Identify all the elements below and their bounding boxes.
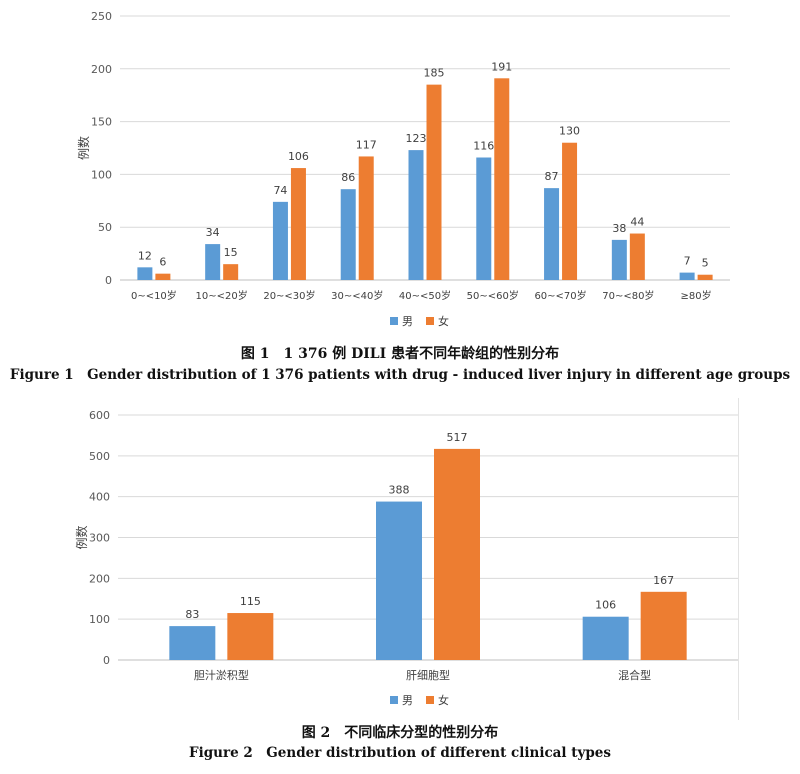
bar bbox=[562, 142, 578, 280]
x-tick-label: 30~<40岁 bbox=[331, 289, 383, 302]
figure-1-caption-cn: 图 1 1 376 例 DILI 患者不同年龄组的性别分布 bbox=[240, 346, 560, 362]
bar bbox=[227, 613, 274, 660]
x-tick-label: 40~<50岁 bbox=[399, 289, 451, 302]
data-label: 115 bbox=[240, 595, 261, 608]
legend-swatch bbox=[390, 317, 398, 325]
x-tick-label: 50~<60岁 bbox=[467, 289, 519, 302]
bar bbox=[611, 239, 627, 280]
data-label: 5 bbox=[702, 257, 709, 270]
bar bbox=[544, 188, 560, 280]
y-tick-label: 200 bbox=[91, 63, 112, 76]
y-tick-label: 250 bbox=[91, 10, 112, 23]
legend-label: 女 bbox=[438, 314, 449, 328]
y-tick-label: 600 bbox=[89, 409, 110, 422]
data-label: 167 bbox=[653, 574, 674, 587]
data-label: 106 bbox=[288, 150, 309, 163]
bar bbox=[494, 78, 510, 280]
data-label: 191 bbox=[491, 60, 512, 73]
bar bbox=[434, 448, 480, 660]
y-tick-label: 0 bbox=[105, 274, 112, 287]
x-tick-label: 10~<20岁 bbox=[196, 289, 248, 302]
x-tick-label: 胆汁淤积型 bbox=[194, 668, 249, 682]
data-label: 6 bbox=[159, 256, 166, 269]
figure-2-caption-cn: 图 2 不同临床分型的性别分布 bbox=[301, 725, 499, 741]
data-label: 123 bbox=[406, 132, 427, 145]
x-tick-label: 70~<80岁 bbox=[602, 289, 654, 302]
figure-2-border-line bbox=[738, 398, 739, 720]
data-label: 130 bbox=[559, 125, 580, 138]
y-tick-label: 300 bbox=[89, 532, 110, 545]
data-label: 117 bbox=[356, 138, 377, 151]
data-label: 517 bbox=[447, 431, 468, 444]
data-label: 87 bbox=[545, 170, 559, 183]
bar bbox=[582, 616, 629, 660]
bar bbox=[697, 274, 713, 280]
y-tick-label: 200 bbox=[89, 572, 110, 585]
age-group-bar-chart: 0 50 100 150 200 250 例数 12 6 0~<10岁 34 15 10~<20岁 74 1… bbox=[76, 10, 730, 328]
data-label: 44 bbox=[630, 216, 644, 229]
bar bbox=[223, 264, 239, 280]
data-label: 15 bbox=[224, 246, 238, 259]
bar bbox=[155, 273, 171, 280]
data-label: 7 bbox=[684, 255, 691, 268]
legend-label: 女 bbox=[438, 693, 449, 707]
data-label: 34 bbox=[206, 226, 220, 239]
data-label: 38 bbox=[612, 222, 626, 235]
legend-swatch bbox=[426, 696, 434, 704]
legend-swatch bbox=[426, 317, 434, 325]
data-label: 388 bbox=[389, 484, 410, 497]
y-tick-label: 500 bbox=[89, 450, 110, 463]
figure-1-caption-en: Figure 1 Gender distribution of 1 376 pa… bbox=[9, 367, 791, 383]
y-tick-label: 400 bbox=[89, 491, 110, 504]
bar bbox=[376, 501, 422, 660]
bar bbox=[640, 591, 687, 660]
data-label: 185 bbox=[424, 67, 445, 80]
bar bbox=[426, 84, 442, 280]
figure-2-caption-en: Figure 2 Gender distribution of differen… bbox=[189, 745, 611, 761]
data-label: 116 bbox=[473, 140, 494, 153]
data-label: 12 bbox=[138, 249, 152, 262]
data-label: 83 bbox=[185, 608, 199, 621]
y-axis-label: 例数 bbox=[74, 525, 89, 549]
data-label: 106 bbox=[595, 599, 616, 612]
bar bbox=[679, 272, 695, 280]
x-tick-label: ≥80岁 bbox=[681, 289, 712, 302]
bar bbox=[137, 267, 153, 280]
data-label: 86 bbox=[341, 171, 355, 184]
bar bbox=[358, 156, 374, 280]
bar bbox=[629, 233, 645, 280]
bar bbox=[408, 150, 424, 280]
x-tick-label: 60~<70岁 bbox=[534, 289, 586, 302]
data-label: 74 bbox=[273, 184, 287, 197]
clinical-type-bar-chart: 0 100 200 300 400 500 600 例数 83 115 胆汁淤积型 388 517 肝细胞… bbox=[74, 409, 738, 707]
y-tick-label: 50 bbox=[98, 221, 112, 234]
legend-swatch bbox=[390, 696, 398, 704]
x-tick-label: 20~<30岁 bbox=[263, 289, 315, 302]
x-tick-label: 肝细胞型 bbox=[406, 668, 450, 682]
x-tick-label: 0~<10岁 bbox=[131, 289, 177, 302]
bar bbox=[476, 157, 492, 280]
y-tick-label: 0 bbox=[103, 654, 110, 667]
bar bbox=[205, 244, 221, 280]
legend-label: 男 bbox=[402, 315, 413, 328]
bar bbox=[169, 626, 216, 660]
y-tick-label: 100 bbox=[91, 168, 112, 181]
legend-label: 男 bbox=[402, 694, 413, 707]
x-tick-label: 混合型 bbox=[618, 668, 651, 682]
bar bbox=[272, 201, 288, 280]
bar bbox=[290, 168, 306, 280]
y-tick-label: 100 bbox=[89, 613, 110, 626]
bar bbox=[340, 189, 356, 280]
y-tick-label: 150 bbox=[91, 116, 112, 129]
y-axis-label: 例数 bbox=[76, 136, 91, 160]
